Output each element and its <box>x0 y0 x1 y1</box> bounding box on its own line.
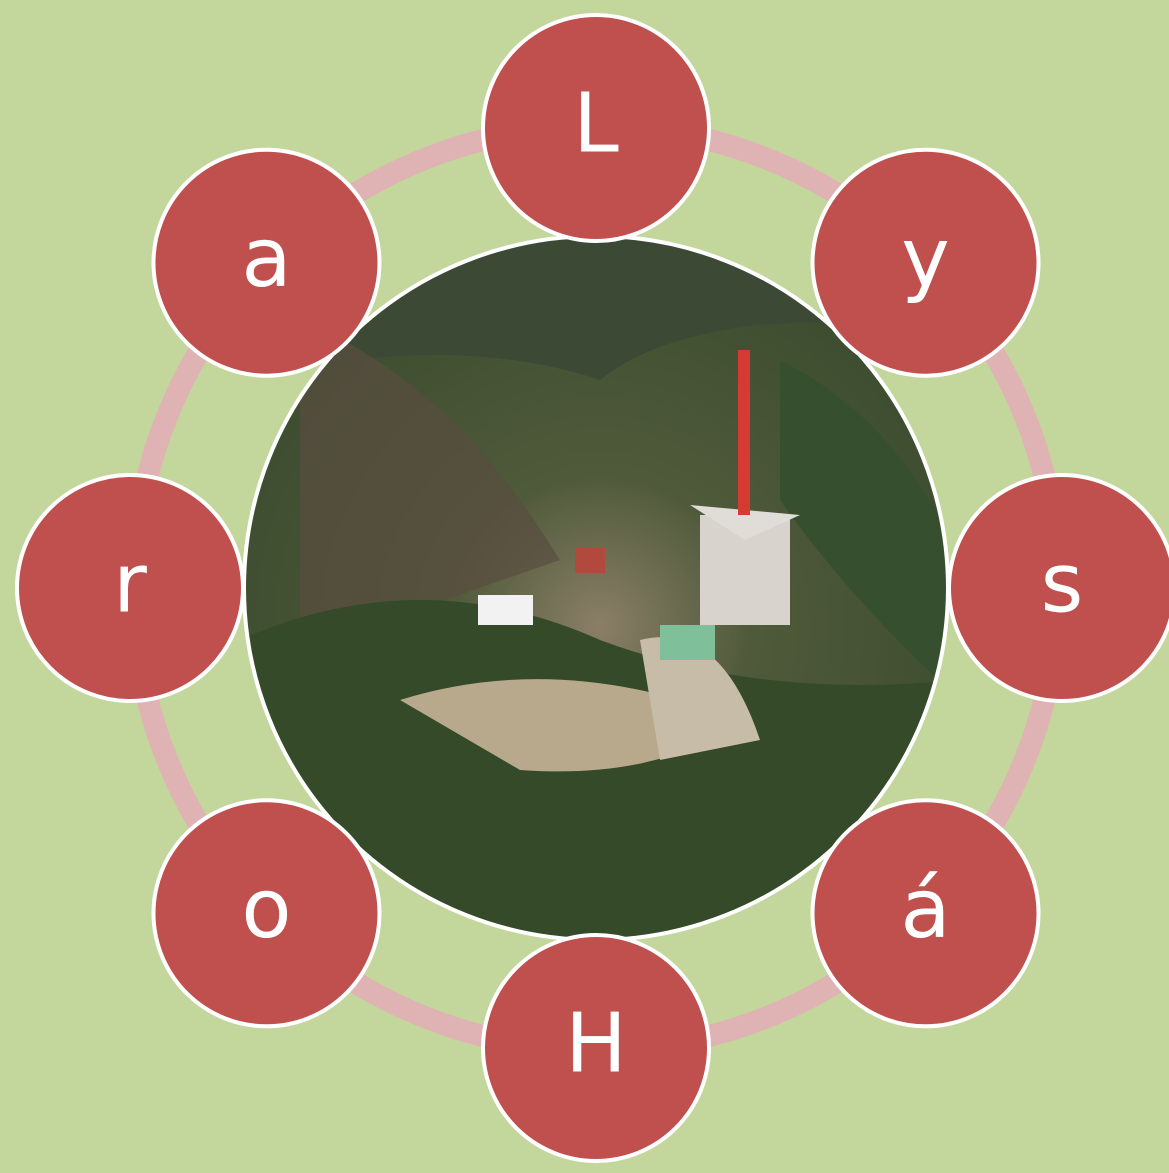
node-label: H <box>565 997 627 1092</box>
node-label: y <box>901 211 950 306</box>
node-label: á <box>900 862 950 957</box>
node-label: L <box>573 77 619 172</box>
node-label: s <box>1041 537 1084 632</box>
node-label: a <box>241 211 291 306</box>
page: LysáHora (() => { const data = JSON.pars… <box>0 0 1169 1173</box>
diagram: Ly s á Ho r a <box>0 0 1169 1173</box>
node-label: r <box>113 537 147 632</box>
node-label: o <box>241 862 291 957</box>
